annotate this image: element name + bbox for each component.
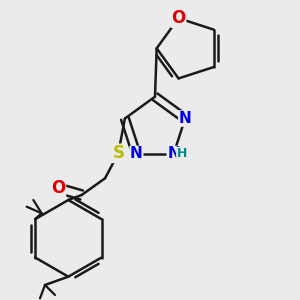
Text: O: O [51,179,65,197]
Text: O: O [171,9,186,27]
Text: N: N [179,111,191,126]
Text: N: N [130,146,143,161]
Text: N: N [167,146,180,161]
Text: H: H [177,148,187,160]
Text: S: S [112,144,124,162]
